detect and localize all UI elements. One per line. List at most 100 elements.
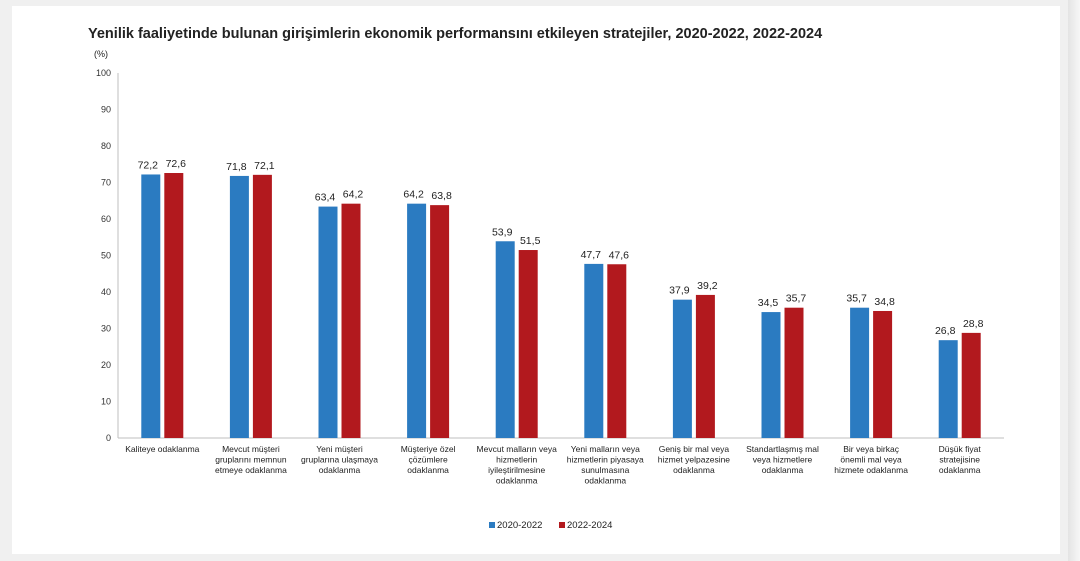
category-label-2: Yeni müşteri gruplarına ulaşmaya odaklanma (301, 444, 378, 475)
bars-group (141, 173, 981, 438)
category-label-line: veya hizmetlere (753, 455, 813, 465)
data-label-2022-2024-8: 34,8 (874, 296, 895, 308)
category-label-6: Geniş bir mal veya hizmet yelpazesine odak… (658, 444, 731, 475)
category-label-line: etmeye odaklanma (215, 465, 287, 475)
category-label-3: Müşteriye özel çözümlere odaklanma (401, 444, 456, 475)
data-label-2020-2022-8: 35,7 (846, 293, 867, 305)
data-label-2022-2024-3: 63,8 (431, 190, 452, 202)
y-tick-label: 20 (101, 360, 111, 370)
category-label-line: Kaliteye odaklanma (125, 444, 199, 454)
data-label-2020-2022-0: 72,2 (138, 159, 159, 171)
bar-2020-2022-9 (938, 340, 958, 438)
category-label-line: odaklanma (939, 465, 981, 475)
bar-2020-2022-7 (761, 312, 781, 438)
data-label-2022-2024-5: 47,6 (609, 249, 630, 261)
bar-2022-2024-1 (252, 174, 272, 438)
bar-2022-2024-9 (961, 332, 981, 438)
category-label-line: hizmetlerin (496, 455, 537, 465)
category-label-9: Düşük fiyat stratejisine odaklanma (939, 444, 982, 475)
data-label-2022-2024-1: 72,1 (254, 160, 275, 172)
category-label-8: Bir veya birkaç önemli mal veya hizmete od… (834, 444, 908, 475)
bar-2020-2022-6 (672, 299, 692, 438)
data-label-2022-2024-6: 39,2 (697, 280, 718, 292)
legend-label-2022-2024: 2022-2024 (567, 520, 612, 531)
y-tick-label: 90 (101, 105, 111, 115)
category-label-1: Mevcut müşteri gruplarını memnun etmeye od… (215, 444, 287, 475)
y-axis: 0 10 20 30 40 50 60 70 80 90 100 (96, 68, 119, 443)
window-edge (1068, 0, 1080, 561)
category-label-line: hizmet yelpazesine (658, 455, 731, 465)
data-label-2022-2024-0: 72,6 (166, 158, 187, 170)
y-tick-label: 10 (101, 397, 111, 407)
bar-2022-2024-4 (518, 250, 538, 438)
category-label-line: Mevcut müşteri (222, 444, 280, 454)
category-label-line: odaklanma (319, 465, 361, 475)
category-label-line: Bir veya birkaç (843, 444, 899, 454)
category-label-line: önemli mal veya (840, 455, 902, 465)
category-label-line: Yeni malların veya (571, 444, 640, 454)
bar-2020-2022-1 (229, 175, 249, 438)
category-label-0: Kaliteye odaklanma (125, 444, 199, 454)
y-tick-label: 60 (101, 214, 111, 224)
bar-2022-2024-2 (341, 203, 361, 438)
bar-2022-2024-7 (784, 307, 804, 438)
category-label-line: hizmete odaklanma (834, 465, 908, 475)
bar-2020-2022-5 (584, 263, 604, 438)
bar-2020-2022-4 (495, 241, 515, 438)
category-label-line: Düşük fiyat (939, 444, 982, 454)
bar-2022-2024-8 (873, 310, 893, 438)
category-label-line: stratejisine (939, 455, 980, 465)
data-labels-group: 72,2 72,6 71,8 72,1 63,4 64,2 64,2 63,8 53,9 51,5… (138, 158, 984, 337)
category-label-line: odaklanma (762, 465, 804, 475)
category-label-7: Standartlaşmış mal veya hizmetlere odaklan… (746, 444, 819, 475)
category-label-line: gruplarını memnun (215, 455, 287, 465)
y-tick-label: 40 (101, 287, 111, 297)
category-label-line: gruplarına ulaşmaya (301, 455, 378, 465)
category-label-line: iyileştirilmesine (488, 465, 545, 475)
bar-chart: Yenilik faaliyetinde bulunan girişimleri… (88, 26, 1004, 531)
legend-swatch-2020-2022 (489, 522, 495, 528)
data-label-2020-2022-3: 64,2 (403, 189, 424, 201)
bar-2020-2022-3 (407, 203, 427, 438)
data-label-2020-2022-9: 26,8 (935, 325, 956, 337)
bar-2020-2022-2 (318, 206, 338, 438)
category-label-line: Yeni müşteri (316, 444, 363, 454)
y-tick-label: 50 (101, 251, 111, 261)
legend: 2020-2022 2022-2024 (489, 520, 612, 531)
data-label-2022-2024-7: 35,7 (786, 293, 807, 305)
bar-2022-2024-5 (607, 264, 627, 438)
category-label-line: sunulmasına (581, 465, 629, 475)
data-label-2020-2022-2: 63,4 (315, 192, 336, 204)
chart-panel: Yenilik faaliyetinde bulunan girişimleri… (12, 6, 1060, 554)
data-label-2020-2022-1: 71,8 (226, 161, 247, 173)
category-label-line: odaklanma (673, 465, 715, 475)
y-tick-label: 0 (106, 433, 111, 443)
y-tick-label: 70 (101, 178, 111, 188)
y-tick-label: 80 (101, 141, 111, 151)
category-label-line: Geniş bir mal veya (659, 444, 730, 454)
bar-2022-2024-3 (430, 205, 450, 438)
category-label-line: odaklanma (407, 465, 449, 475)
data-label-2020-2022-6: 37,9 (669, 285, 690, 297)
category-label-line: odaklanma (496, 476, 538, 486)
legend-swatch-2022-2024 (559, 522, 565, 528)
chart-title: Yenilik faaliyetinde bulunan girişimleri… (88, 26, 822, 42)
category-label-line: çözümlere (408, 455, 447, 465)
legend-label-2020-2022: 2020-2022 (497, 520, 542, 531)
bar-2020-2022-8 (850, 307, 870, 438)
bar-2022-2024-0 (164, 173, 184, 438)
category-label-line: odaklanma (585, 476, 627, 486)
data-label-2022-2024-9: 28,8 (963, 318, 984, 330)
category-label-line: Standartlaşmış mal (746, 444, 819, 454)
bar-2020-2022-0 (141, 174, 161, 438)
category-label-4: Mevcut malların veya hizmetlerin iyileştir… (477, 444, 558, 486)
category-label-line: Müşteriye özel (401, 444, 456, 454)
category-label-5: Yeni malların veya hizmetlerin piyasaya su… (567, 444, 644, 486)
data-label-2020-2022-7: 34,5 (758, 297, 779, 309)
data-label-2022-2024-4: 51,5 (520, 235, 541, 247)
y-tick-label: 100 (96, 68, 111, 78)
y-tick-label: 30 (101, 324, 111, 334)
data-label-2020-2022-5: 47,7 (581, 249, 602, 261)
category-label-line: hizmetlerin piyasaya (567, 455, 644, 465)
